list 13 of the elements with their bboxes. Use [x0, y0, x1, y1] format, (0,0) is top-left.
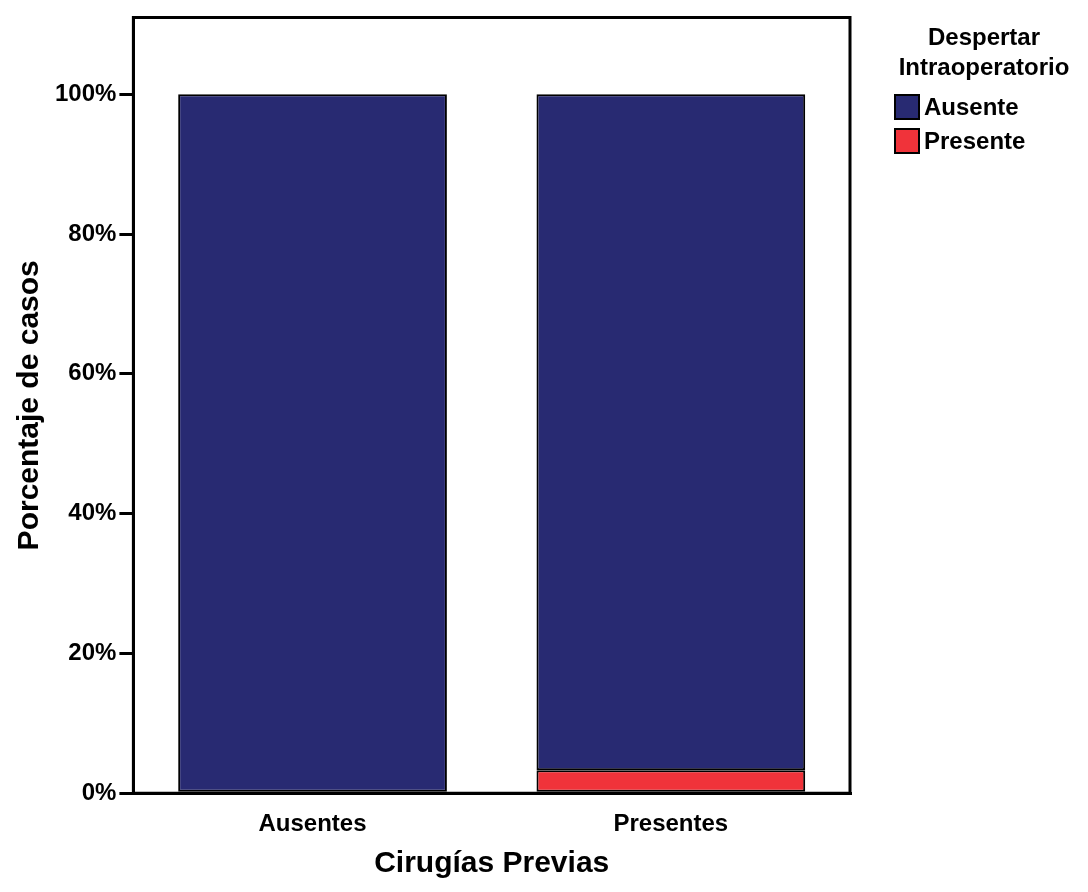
- y-tick-label: 20%: [68, 638, 117, 666]
- y-axis-title: Porcentaje de casos: [11, 260, 45, 551]
- x-axis-title: Cirugías Previas: [374, 845, 610, 879]
- y-tick-label: 40%: [68, 498, 117, 526]
- y-tick-label: 100%: [54, 78, 117, 106]
- y-tick-label: 0%: [81, 777, 117, 805]
- legend-label: Presente: [924, 127, 1026, 155]
- x-tick-label: Ausentes: [258, 809, 367, 837]
- legend-title: Despertar Intraoperatorio: [897, 22, 1071, 82]
- legend-label: Ausente: [924, 93, 1019, 121]
- y-tick-label: 80%: [68, 218, 117, 246]
- x-tick-label: Presentes: [613, 809, 729, 837]
- y-tick-label: 60%: [68, 358, 117, 386]
